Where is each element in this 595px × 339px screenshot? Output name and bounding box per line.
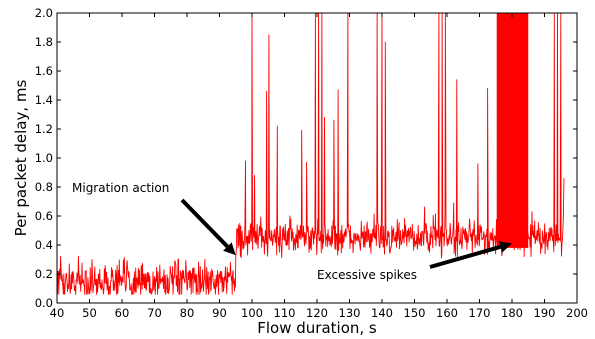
x-tick-label: 90 bbox=[212, 306, 227, 320]
x-tick-label: 80 bbox=[180, 306, 195, 320]
dense-spike-band bbox=[496, 13, 529, 248]
migration-arrow-shaft bbox=[180, 198, 229, 248]
x-tick-label: 170 bbox=[469, 306, 491, 320]
y-tick-label: 1.0 bbox=[35, 151, 53, 165]
x-tick-label: 60 bbox=[115, 306, 130, 320]
x-tick-label: 190 bbox=[534, 306, 556, 320]
x-tick-label: 100 bbox=[241, 306, 263, 320]
x-tick-label: 130 bbox=[339, 306, 361, 320]
spikes-arrow-head bbox=[498, 241, 512, 253]
annotation-migration-action: Migration action bbox=[72, 181, 169, 195]
x-tick-label: 200 bbox=[566, 306, 588, 320]
x-tick-label: 140 bbox=[371, 306, 393, 320]
y-tick-label: 0.4 bbox=[35, 238, 53, 252]
y-tick-label: 1.8 bbox=[35, 35, 53, 49]
x-tick-label: 110 bbox=[274, 306, 296, 320]
annotation-excessive-spikes: Excessive spikes bbox=[317, 268, 417, 282]
x-tick-label: 40 bbox=[50, 306, 65, 320]
x-tick-label: 50 bbox=[82, 306, 97, 320]
x-tick-label: 150 bbox=[404, 306, 426, 320]
y-tick-label: 1.2 bbox=[35, 122, 53, 136]
delay-series-line bbox=[56, 12, 565, 295]
y-tick-label: 0.2 bbox=[35, 267, 53, 281]
x-tick-label: 120 bbox=[306, 306, 328, 320]
migration-arrow-head bbox=[223, 242, 236, 256]
y-tick-label: 1.6 bbox=[35, 64, 53, 78]
y-axis-label: Per packet delay, ms bbox=[12, 80, 30, 237]
x-tick-label: 70 bbox=[147, 306, 162, 320]
y-tick-label: 0.6 bbox=[35, 209, 53, 223]
annotations-layer: Migration action Excessive spikes bbox=[72, 181, 512, 282]
y-tick-label: 2.0 bbox=[35, 6, 53, 20]
x-axis-label: Flow duration, s bbox=[257, 319, 377, 337]
y-tick-label: 1.4 bbox=[35, 93, 53, 107]
data-layer bbox=[56, 12, 565, 295]
y-tick-label: 0.0 bbox=[35, 296, 53, 310]
y-tick-label: 0.8 bbox=[35, 180, 53, 194]
x-tick-label: 180 bbox=[501, 306, 523, 320]
spikes-arrow-shaft bbox=[429, 244, 502, 269]
x-tick-label: 160 bbox=[436, 306, 458, 320]
axes-layer: 40 50 60 70 80 90 100 110 120 130 140 150 160 170 180 1… bbox=[35, 6, 588, 320]
